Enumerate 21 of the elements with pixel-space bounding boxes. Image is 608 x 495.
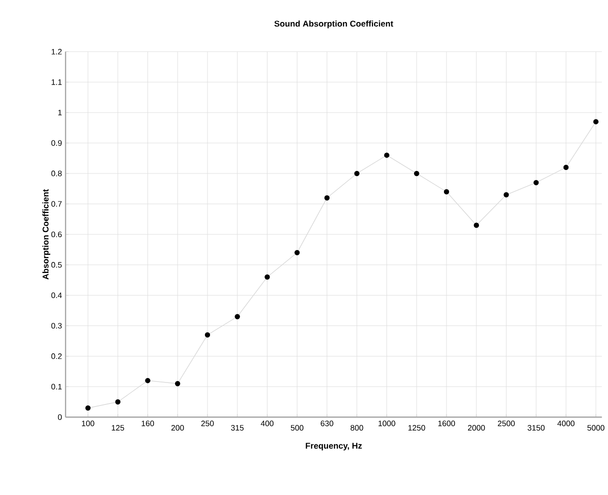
point	[204, 332, 210, 338]
point	[174, 381, 180, 386]
point	[145, 378, 150, 384]
point	[563, 164, 569, 170]
point	[444, 189, 450, 195]
point	[504, 192, 509, 198]
point	[294, 250, 300, 256]
point	[324, 195, 330, 201]
y-axis-title: Absorption Coefficient	[42, 189, 50, 280]
point	[534, 180, 539, 186]
point	[234, 314, 240, 320]
point	[474, 222, 480, 228]
point	[85, 406, 91, 411]
point	[593, 119, 599, 125]
x-axis-title: Frequency, Hz	[306, 443, 362, 451]
point	[384, 152, 390, 158]
point	[264, 274, 270, 280]
chart-title: Sound Absorption Coefficient	[274, 20, 394, 28]
point	[414, 171, 420, 176]
point	[115, 399, 120, 405]
point	[354, 171, 360, 176]
